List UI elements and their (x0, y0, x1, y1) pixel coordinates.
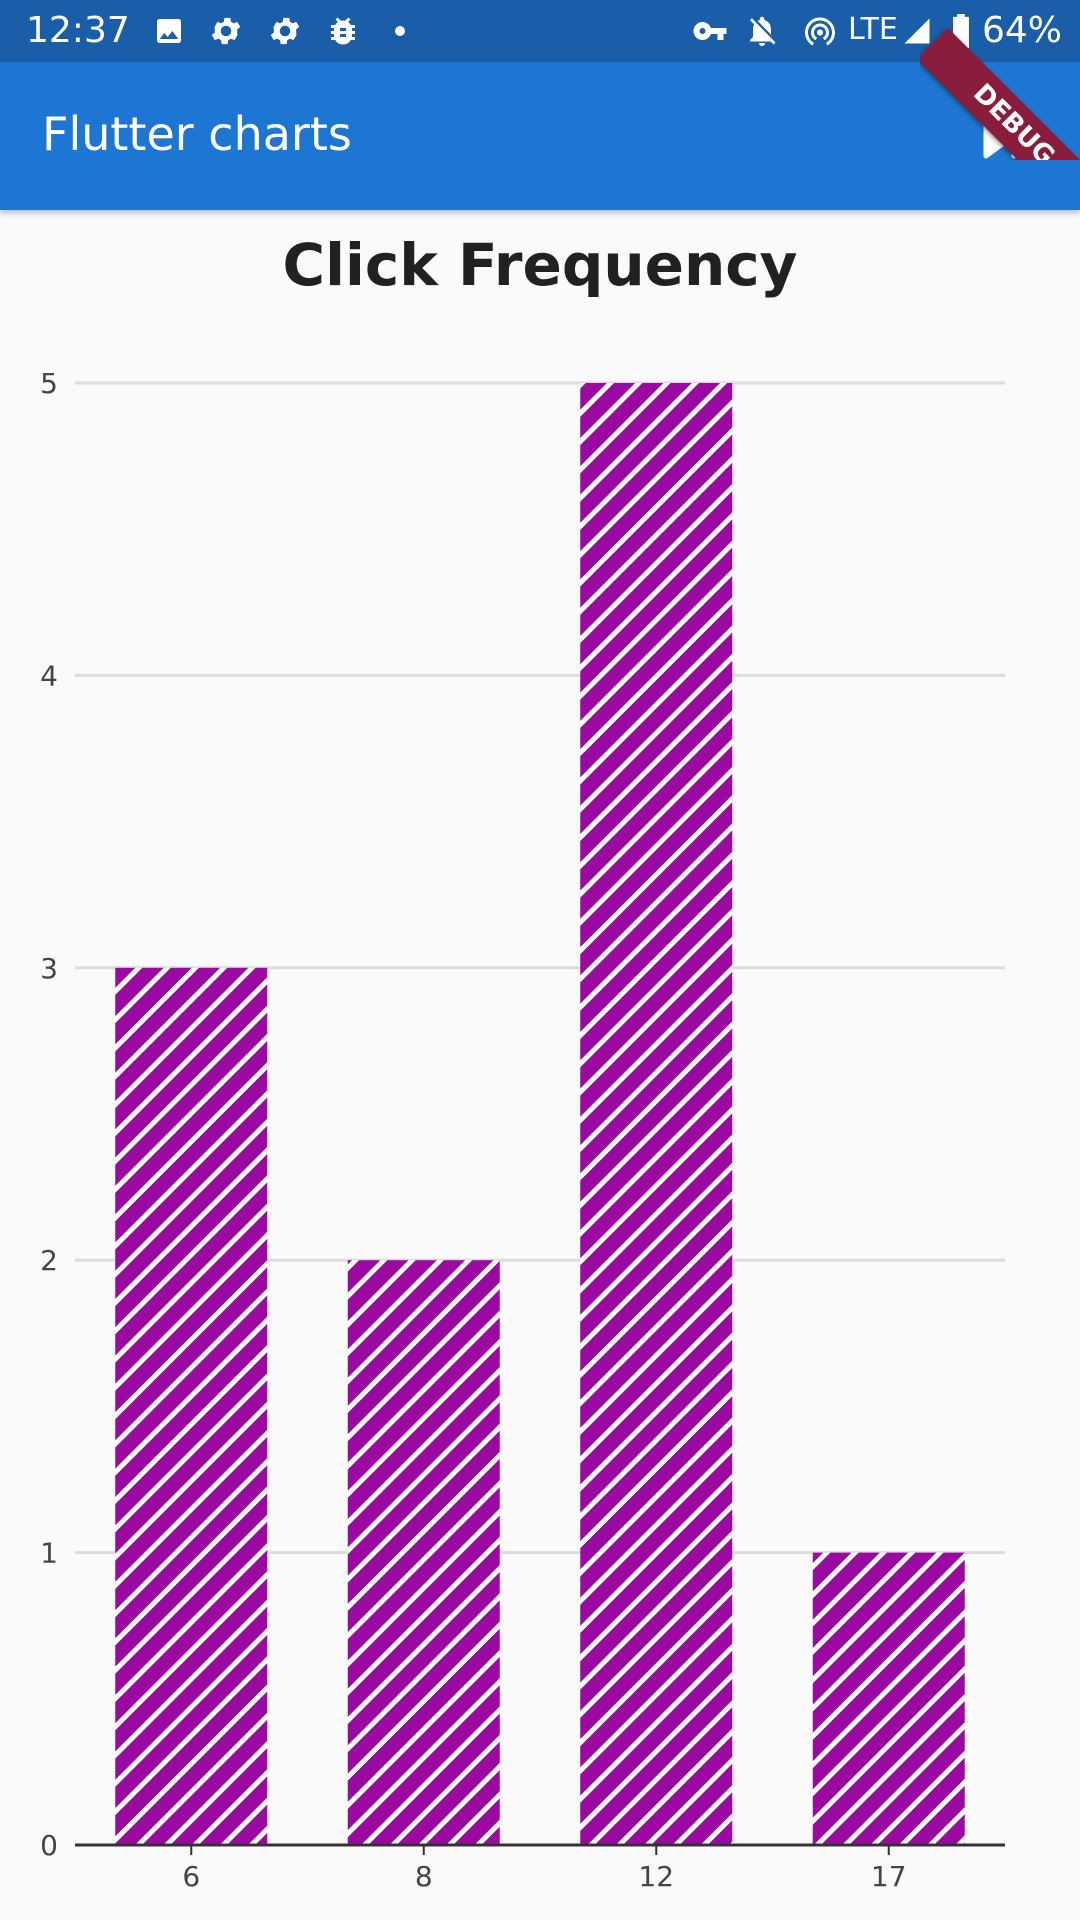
x-tick-label: 17 (871, 1860, 907, 1893)
x-tick-label: 8 (415, 1860, 433, 1893)
y-tick-label: 3 (40, 952, 58, 985)
bar-8[interactable] (347, 1260, 500, 1845)
app-title: Flutter charts (42, 107, 352, 161)
app-bar: Flutter charts (0, 62, 1080, 210)
settings-icon (205, 10, 247, 52)
image-icon (150, 10, 188, 52)
vpn-key-icon (690, 10, 730, 52)
chart-title: Click Frequency (282, 231, 798, 299)
network-type: LTE (848, 12, 898, 47)
notification-dot-icon (395, 26, 405, 36)
x-tick-label: 12 (638, 1860, 674, 1893)
y-tick-label: 2 (40, 1244, 58, 1277)
notifications-off-icon (742, 10, 782, 52)
bar-6[interactable] (115, 967, 268, 1845)
bar-12[interactable] (580, 383, 733, 1845)
settings-icon (264, 10, 306, 52)
y-tick-label: 5 (40, 367, 58, 400)
hotspot-icon (800, 10, 840, 52)
x-tick-label: 6 (182, 1860, 200, 1893)
y-tick-label: 4 (40, 659, 58, 692)
status-time: 12:37 (26, 10, 130, 51)
y-tick-label: 1 (40, 1537, 58, 1570)
y-tick-label: 0 (40, 1829, 58, 1862)
bar-17[interactable] (812, 1552, 965, 1845)
chart-bars (115, 383, 965, 1845)
bug-icon (322, 10, 364, 52)
